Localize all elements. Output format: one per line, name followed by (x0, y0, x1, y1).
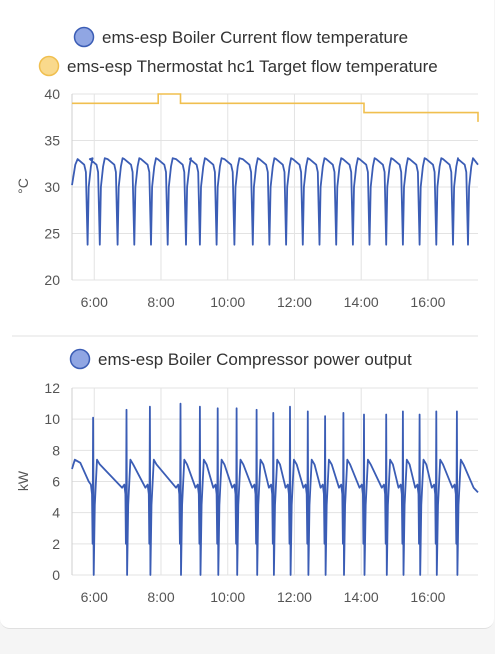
power-plot[interactable]: 0 2 4 6 8 10 12 6:00 8:00 10:00 12:00 14:00 16:00 (44, 380, 479, 605)
temp-y-tick-label: 40 (44, 86, 60, 102)
temp-y-tick-label: 35 (44, 133, 60, 149)
temp-x-tick-label: 6:00 (81, 294, 108, 310)
legend-label-target[interactable]: ems-esp Thermostat hc1 Target flow tempe… (67, 57, 438, 76)
power-x-tick-label: 8:00 (147, 589, 174, 605)
temperature-plot[interactable]: 20 25 30 35 40 6:00 8:00 10:00 12:00 14:00 16:00 (44, 86, 479, 310)
temp-y-tick-label: 20 (44, 272, 60, 288)
temp-y-tick-label: 30 (44, 179, 60, 195)
series-line-target[interactable] (72, 93, 479, 122)
legend-marker-flow[interactable] (73, 26, 95, 48)
series-line-power[interactable] (71, 402, 479, 576)
temp-x-tick-label: 12:00 (277, 294, 312, 310)
temp-x-tick-label: 10:00 (210, 294, 245, 310)
power-y-tick-label: 4 (52, 505, 60, 521)
temp-x-tick-label: 16:00 (410, 294, 445, 310)
history-card: ems-esp Boiler Current flow temperature … (0, 26, 494, 629)
power-y-tick-label: 2 (52, 536, 60, 552)
legend-label-power[interactable]: ems-esp Boiler Compressor power output (98, 350, 412, 369)
power-x-tick-label: 16:00 (410, 589, 445, 605)
power-y-tick-label: 8 (52, 442, 60, 458)
power-x-tick-label: 14:00 (344, 589, 379, 605)
temp-x-tick-label: 8:00 (147, 294, 174, 310)
power-x-tick-label: 10:00 (210, 589, 245, 605)
legend-label-flow[interactable]: ems-esp Boiler Current flow temperature (102, 28, 408, 47)
power-x-tick-label: 12:00 (277, 589, 312, 605)
legend-marker-power[interactable] (69, 348, 91, 370)
power-y-tick-label: 10 (44, 411, 60, 427)
power-y-tick-label: 6 (52, 474, 60, 490)
power-y-tick-label: 12 (44, 380, 60, 396)
series-line-flow[interactable] (71, 157, 479, 246)
legend-marker-target[interactable] (38, 55, 60, 77)
temp-y-tick-label: 25 (44, 226, 60, 242)
temp-x-tick-label: 14:00 (344, 294, 379, 310)
power-y-tick-label: 0 (52, 567, 60, 583)
temperature-axis-label: °C (15, 178, 31, 194)
power-axis-label: kW (15, 470, 31, 491)
power-x-tick-label: 6:00 (81, 589, 108, 605)
